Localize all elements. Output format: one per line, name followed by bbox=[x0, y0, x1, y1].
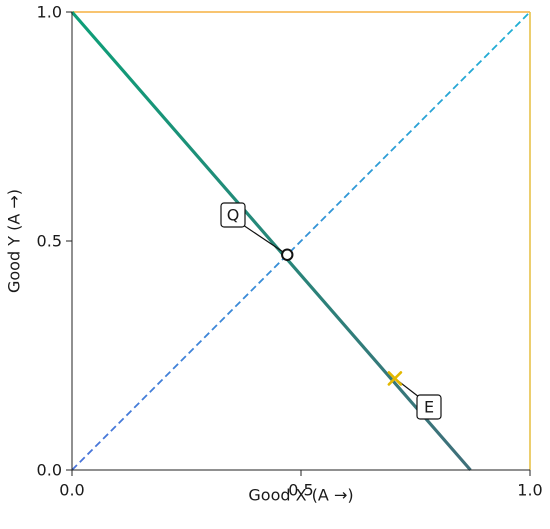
y-tick-label: 1.0 bbox=[37, 3, 62, 22]
y-ticks: 0.0 0.5 1.0 bbox=[37, 3, 72, 480]
budget-line bbox=[70, 10, 472, 472]
x-tick-label: 0.0 bbox=[59, 481, 84, 500]
y-axis-label: Good Y (A →) bbox=[5, 189, 24, 293]
e-label-box bbox=[416, 394, 442, 420]
e-label: E bbox=[424, 398, 434, 417]
annotation-e: E bbox=[387, 371, 442, 420]
y-tick-label: 0.5 bbox=[37, 232, 62, 251]
x-axis-label: Good X (A →) bbox=[248, 486, 353, 505]
y-tick-label: 0.0 bbox=[37, 461, 62, 480]
q-leader-line bbox=[242, 224, 288, 256]
x-ticks: 0.0 0.5 1.0 bbox=[59, 470, 543, 500]
x-tick-label: 0.5 bbox=[288, 481, 313, 500]
q-label-box bbox=[220, 202, 246, 228]
q-point-marker bbox=[281, 248, 294, 261]
q-label: Q bbox=[227, 206, 240, 225]
e-point-marker bbox=[387, 371, 403, 386]
plot-area: 0.0 0.5 1.0 0.0 0.5 1.0 bbox=[37, 3, 543, 500]
annotation-q: Q bbox=[220, 202, 294, 261]
diagonal-line bbox=[71, 11, 531, 471]
x-tick-label: 1.0 bbox=[517, 481, 542, 500]
e-marker-stroke bbox=[387, 371, 403, 386]
